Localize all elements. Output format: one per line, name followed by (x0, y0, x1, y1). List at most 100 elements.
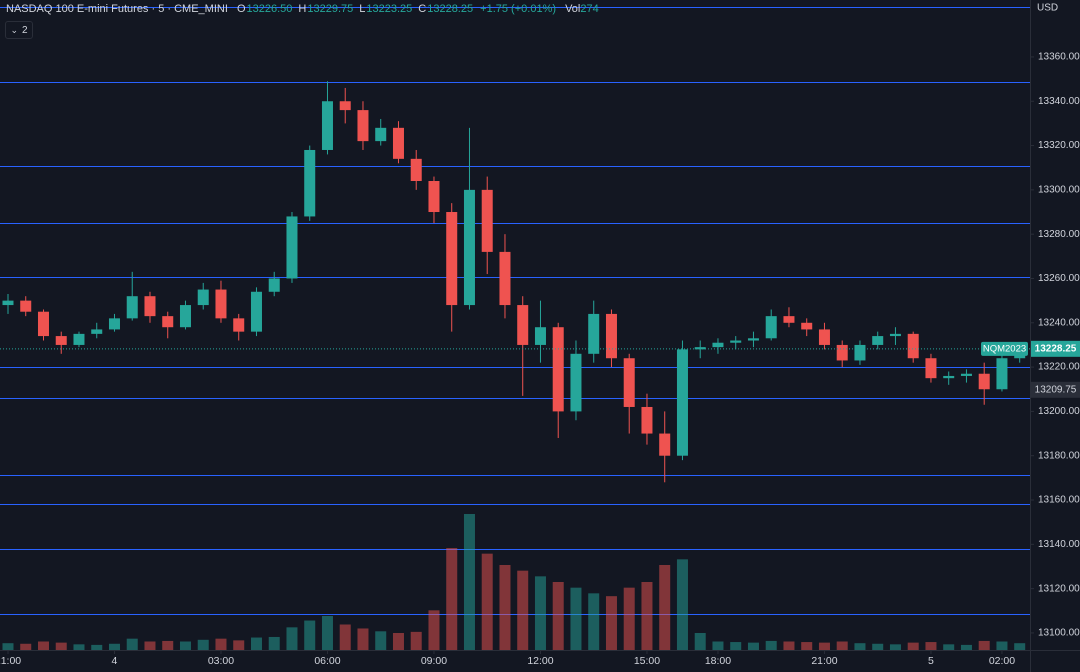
volume-bar (925, 642, 937, 650)
volume-bar (2, 643, 14, 650)
volume-bar (144, 641, 156, 650)
volume-bar (872, 643, 884, 650)
candle-body (410, 158, 422, 181)
legend-key: L (359, 3, 366, 15)
candle-body (694, 347, 706, 350)
x-tick-label: 03:00 (208, 655, 234, 667)
candle-body (126, 296, 138, 319)
volume-bar (517, 570, 529, 650)
candle-body (215, 289, 227, 319)
volume-bar (552, 582, 564, 650)
volume-bar (1014, 643, 1026, 650)
volume-bar (375, 631, 387, 650)
x-tick-label: 02:00 (989, 655, 1015, 667)
candle-body (517, 305, 529, 345)
y-tick-label: 13120.00 (1038, 583, 1080, 594)
last-price-label: 13228.25 (1035, 343, 1077, 354)
y-tick-label: 13340.00 (1038, 96, 1080, 107)
y-tick-label: 13100.00 (1038, 628, 1080, 639)
volume-bar (20, 643, 32, 650)
y-tick-label: 13200.00 (1038, 406, 1080, 417)
volume-bar (570, 587, 582, 650)
change: +1.75 (+0.01%) (480, 3, 557, 15)
volume-bar (588, 593, 600, 650)
y-tick-label: 13320.00 (1038, 140, 1080, 151)
candle-body (481, 189, 493, 252)
candle-body (783, 316, 795, 323)
candle-body (197, 289, 209, 306)
candle-body (250, 291, 262, 332)
candle-body (446, 212, 458, 306)
candle-body (605, 313, 617, 359)
x-tick-label: 06:00 (314, 655, 340, 667)
candle-body (463, 189, 475, 306)
legend-value: 13229.75 (307, 3, 354, 15)
ohlc-legend: NASDAQ 100 E-mini Futures · 5 · CME_MINI… (6, 3, 599, 15)
volume-bar (783, 641, 795, 650)
volume-bar (730, 642, 742, 650)
indicator-toggle[interactable]: ⌄ 2 (5, 21, 33, 39)
candle-body (570, 353, 582, 412)
candle-body (854, 344, 866, 361)
volume-bar (215, 638, 227, 650)
x-tick-label: 4 (112, 655, 118, 667)
candle-body (534, 327, 546, 345)
candle-body (499, 251, 511, 306)
y-tick-label: 13280.00 (1038, 229, 1080, 240)
x-tick-label: 18:00 (705, 655, 731, 667)
volume-bar (534, 576, 546, 650)
candle-body (747, 338, 759, 341)
candle-body (712, 342, 724, 348)
candle-body (2, 300, 14, 306)
volume-bar (108, 643, 120, 650)
candle-body (889, 333, 901, 337)
volume-bar (250, 637, 262, 650)
candle-body (978, 373, 990, 390)
volume-bar (91, 644, 103, 650)
legend-key: C (418, 3, 427, 15)
y-tick-label: 13160.00 (1038, 495, 1080, 506)
volume-bar (694, 633, 706, 650)
candle-body (552, 327, 564, 412)
volume-bar (463, 514, 475, 650)
legend-key: O (236, 3, 246, 15)
y-tick-label: 13180.00 (1038, 450, 1080, 461)
legend-key: H (298, 3, 307, 15)
candle-body (801, 322, 813, 330)
volume-bar (162, 640, 174, 650)
volume-bar (55, 642, 67, 650)
volume-bar (357, 628, 369, 650)
volume-bar (889, 644, 901, 650)
volume-bar (712, 641, 724, 650)
candle-body (676, 349, 688, 456)
volume-bar (641, 582, 653, 650)
currency-label: USD (1037, 3, 1058, 14)
candle-body (588, 313, 600, 354)
y-tick-label: 13220.00 (1038, 362, 1080, 373)
candle-body (357, 110, 369, 142)
candle-body (233, 318, 245, 332)
candle-body (55, 336, 67, 345)
volume-bar (268, 636, 280, 650)
candle-body (144, 296, 156, 317)
volume-bar (676, 559, 688, 650)
volume-bar (410, 631, 422, 650)
volume-bar (197, 639, 209, 650)
y-tick-label: 13360.00 (1038, 52, 1080, 63)
volume-bar (978, 640, 990, 650)
candle-body (179, 305, 191, 328)
candle-body (428, 180, 440, 213)
volume-bar (996, 641, 1008, 650)
legend-value: 13223.25 (366, 3, 413, 15)
volume-bar (233, 640, 245, 650)
x-tick-label: 12:00 (527, 655, 553, 667)
volume-bar (73, 644, 85, 650)
volume-bar (854, 643, 866, 650)
candle-body (20, 300, 32, 312)
volume-bar (605, 596, 617, 650)
symbol-label: NQM2023 (983, 343, 1026, 354)
candle-body (108, 318, 120, 330)
candle-body (91, 329, 103, 334)
volume-bar (286, 627, 298, 650)
